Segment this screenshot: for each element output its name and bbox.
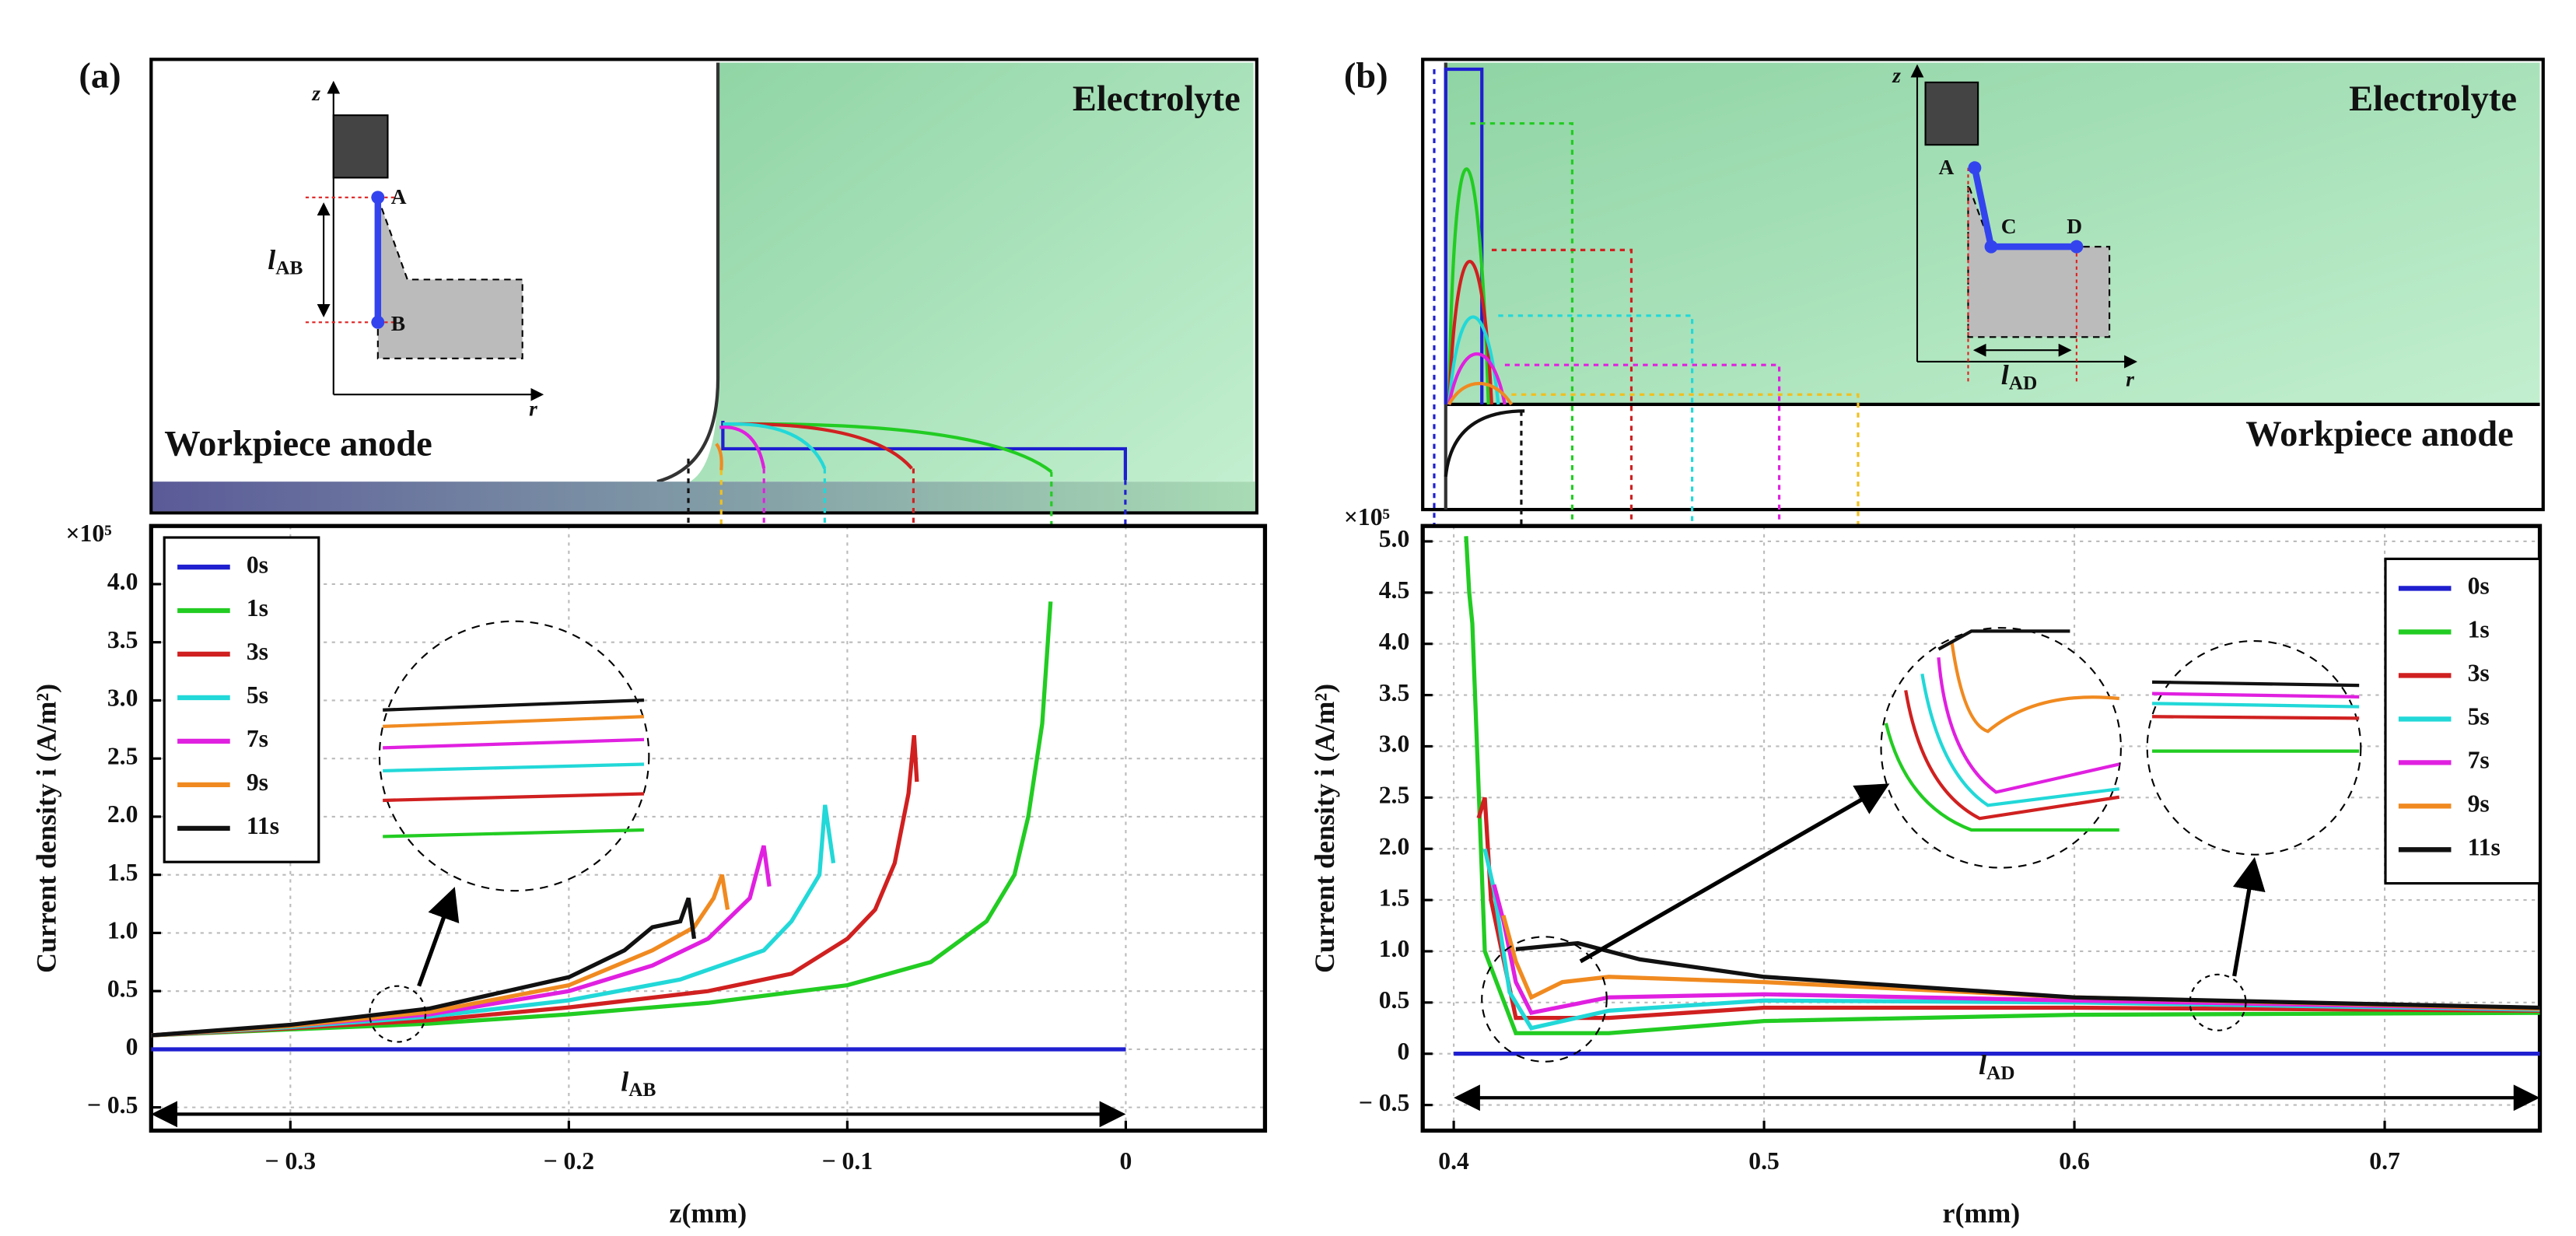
legend-label: 7s bbox=[247, 725, 268, 752]
y-tick-label: 0 bbox=[126, 1033, 138, 1060]
x-tick-label: − 0.2 bbox=[544, 1147, 595, 1175]
span-subscript: AB bbox=[628, 1079, 656, 1101]
span-label: lAD bbox=[2001, 359, 2038, 394]
legend-label: 9s bbox=[2468, 790, 2490, 818]
legend-label: 0s bbox=[247, 551, 268, 578]
legend-label: 11s bbox=[2468, 834, 2501, 861]
series-line bbox=[151, 601, 1053, 1038]
inset-label: B bbox=[391, 312, 405, 335]
legend-label: 5s bbox=[247, 681, 268, 709]
y-tick-label: 5.0 bbox=[1379, 525, 1410, 552]
x-tick-label: 0 bbox=[1119, 1147, 1132, 1175]
y-tick-label: 0.5 bbox=[1379, 986, 1410, 1014]
geometry-a bbox=[149, 58, 1258, 1049]
y-tick-label: 4.0 bbox=[1379, 628, 1410, 655]
x-axis-label: z(mm) bbox=[670, 1198, 747, 1229]
region-label: Electrolyte bbox=[1073, 79, 1241, 119]
x-tick-label: − 0.3 bbox=[265, 1147, 317, 1175]
series-line bbox=[151, 897, 697, 1038]
inset-label: z bbox=[1892, 64, 1901, 87]
y-tick-label: 3.0 bbox=[107, 685, 138, 712]
y-tick-label: 2.0 bbox=[1379, 832, 1410, 860]
y-tick-label: 2.5 bbox=[107, 742, 138, 769]
span-symbol: l bbox=[2001, 359, 2009, 390]
geometry-b bbox=[1421, 58, 2545, 1056]
legend: 0s 1s 3s 5s 7s 9s 11s bbox=[2384, 557, 2542, 885]
y-tick-label: 2.0 bbox=[107, 800, 138, 828]
x-tick-label: 0.6 bbox=[2059, 1147, 2090, 1175]
span-label: lAB bbox=[621, 1066, 656, 1101]
span-label: lAD bbox=[1979, 1049, 2015, 1084]
y-axis-label: Current density i (A/m²) bbox=[31, 684, 62, 973]
y-tick-label: − 0.5 bbox=[87, 1091, 138, 1119]
inset-label: A bbox=[391, 185, 407, 208]
series-line bbox=[1476, 797, 2540, 1021]
legend-label: 9s bbox=[247, 769, 268, 796]
y-tick-label: 3.0 bbox=[1379, 730, 1410, 758]
x-tick-label: − 0.1 bbox=[822, 1147, 873, 1175]
legend-label: 5s bbox=[2468, 703, 2490, 730]
series-line bbox=[1515, 940, 2540, 1010]
legend-label: 3s bbox=[2468, 660, 2490, 687]
legend-label: 3s bbox=[247, 638, 268, 665]
legend-label: 1s bbox=[2468, 616, 2490, 643]
legend-label: 1s bbox=[247, 594, 268, 622]
series-line bbox=[151, 735, 919, 1038]
plot-frame bbox=[149, 523, 1268, 1133]
inset-label: r bbox=[2126, 368, 2134, 391]
panel-label: (a) bbox=[79, 56, 121, 96]
y-tick-label: 3.5 bbox=[1379, 679, 1410, 706]
y-tick-label: − 0.5 bbox=[1359, 1089, 1410, 1116]
y-tick-label: 1.0 bbox=[107, 917, 138, 944]
span-symbol: l bbox=[1979, 1049, 1986, 1080]
y-tick-label: 1.5 bbox=[1379, 884, 1410, 911]
x-tick-label: 0.7 bbox=[2369, 1147, 2400, 1175]
span-symbol: l bbox=[268, 244, 275, 275]
plot: − 0.5 0 0.5 1.0 1.5 2.0 2.5 3.0 3.5 4.0 − 0.3 − 0.2… bbox=[31, 520, 1268, 1229]
plot: − 0.5 0 0.5 1.0 1.5 2.0 2.5 3.0 3.5 4.0 4.5 5.0 0.4 0… bbox=[1309, 503, 2543, 1229]
y-tick-label: 2.5 bbox=[1379, 782, 1410, 809]
x-tick-label: 0.4 bbox=[1438, 1147, 1469, 1175]
y-tick-label: 3.5 bbox=[107, 626, 138, 653]
span-subscript: AD bbox=[2009, 372, 2038, 394]
y-tick-label: 0.5 bbox=[107, 975, 138, 1002]
span-label: lAB bbox=[268, 244, 303, 278]
inset-label: D bbox=[2067, 215, 2082, 238]
legend-label: 0s bbox=[2468, 572, 2490, 600]
panel-label: (b) bbox=[1344, 56, 1388, 96]
region-label: Electrolyte bbox=[2349, 79, 2517, 119]
axis-multiplier: ×10⁵ bbox=[65, 520, 111, 547]
zoom-decor bbox=[369, 620, 2362, 1063]
plot-area bbox=[151, 526, 1265, 1131]
axis-multiplier: ×10⁵ bbox=[1344, 503, 1390, 530]
legend-label: 7s bbox=[2468, 747, 2490, 774]
span-subscript: AB bbox=[275, 257, 303, 279]
y-tick-label: 0 bbox=[1397, 1038, 1409, 1065]
span-symbol: l bbox=[621, 1066, 628, 1098]
inset-label: z bbox=[311, 82, 320, 105]
y-tick-label: 1.0 bbox=[1379, 935, 1410, 962]
y-tick-label: 1.5 bbox=[107, 859, 138, 886]
region-label: Workpiece anode bbox=[164, 424, 432, 464]
region-label: Workpiece anode bbox=[2245, 415, 2514, 454]
legend-label: 11s bbox=[247, 812, 279, 839]
inset-label: A bbox=[1938, 156, 1954, 179]
inset-label: r bbox=[529, 397, 537, 421]
series-line bbox=[1464, 536, 2540, 1035]
series-line bbox=[1482, 848, 2540, 1031]
x-axis-label: r(mm) bbox=[1943, 1198, 2021, 1229]
inset-label: C bbox=[2001, 215, 2017, 238]
x-tick-label: 0.5 bbox=[1748, 1147, 1780, 1175]
y-axis-label: Current density i (A/m²) bbox=[1309, 684, 1340, 973]
legend: 0s 1s 3s 5s 7s 9s 11s bbox=[163, 536, 320, 863]
y-tick-label: 4.5 bbox=[1379, 576, 1410, 604]
span-subscript: AD bbox=[1986, 1063, 2015, 1084]
y-tick-label: 4.0 bbox=[107, 568, 138, 595]
